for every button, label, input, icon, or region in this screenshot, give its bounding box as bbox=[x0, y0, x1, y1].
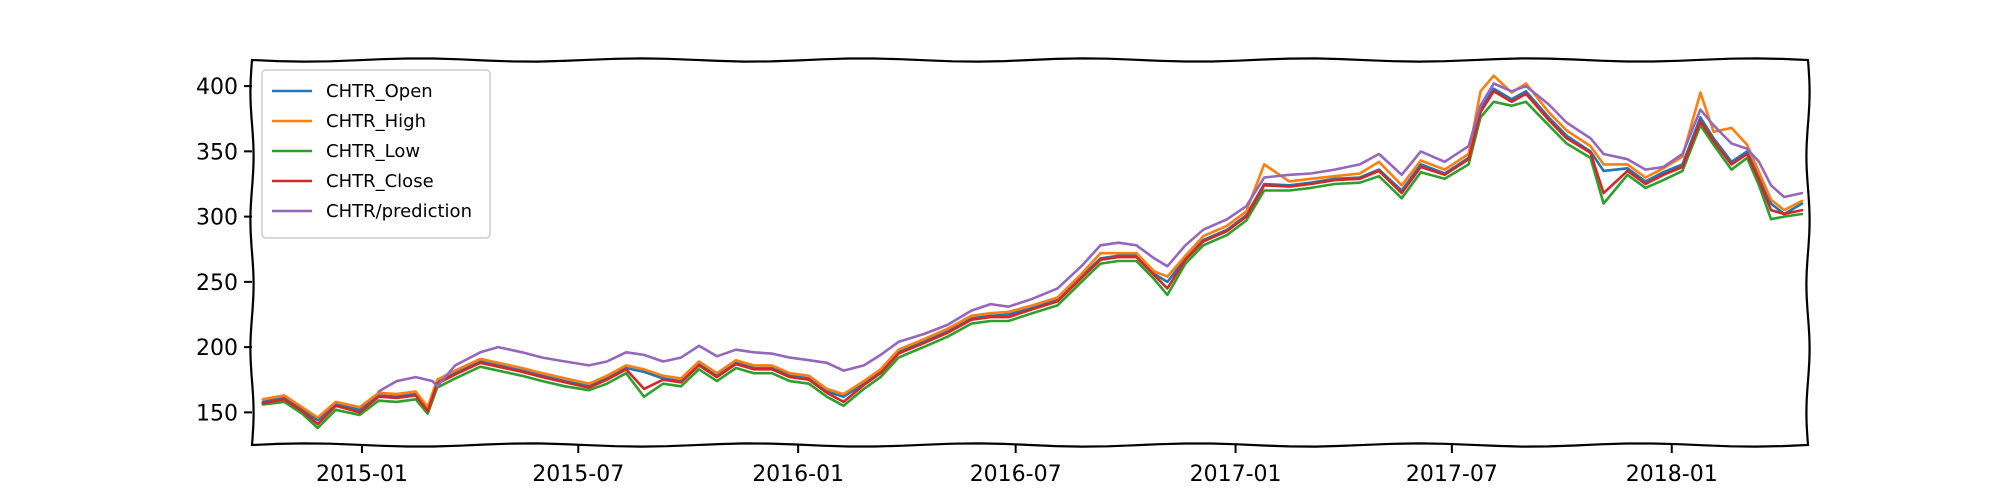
series-line-chtr-prediction bbox=[377, 82, 1804, 393]
plot-frame bbox=[249, 57, 1811, 448]
x-tick-label: 2017-01 bbox=[1190, 462, 1282, 487]
legend-label: CHTR_High bbox=[326, 111, 426, 132]
legend-entry: CHTR_Open bbox=[272, 81, 433, 102]
y-tick-label: 300 bbox=[196, 206, 238, 231]
x-tick-label: 2016-01 bbox=[752, 462, 844, 487]
series-line-chtr-close bbox=[261, 90, 1804, 426]
x-tick-label: 2016-07 bbox=[970, 462, 1062, 487]
y-tick-label: 400 bbox=[196, 75, 238, 100]
y-tick-label: 250 bbox=[196, 271, 238, 296]
x-tick-label: 2018-01 bbox=[1626, 462, 1718, 487]
legend-entry: CHTR_High bbox=[272, 111, 426, 132]
legend-entry: CHTR_Low bbox=[272, 141, 420, 162]
series-layer bbox=[261, 74, 1804, 430]
legend-items: CHTR_Open CHTR_High CHTR_Low CHTR_Close CHTR… bbox=[272, 81, 472, 222]
series-line-chtr-high bbox=[261, 74, 1804, 419]
legend-box bbox=[261, 69, 491, 239]
x-axis: 2015-01 2015-07 2016-01 2016-07 2017-01 2017-… bbox=[316, 445, 1718, 487]
legend-entry: CHTR/prediction bbox=[272, 201, 472, 222]
legend: CHTR_Open CHTR_High CHTR_Low CHTR_Close CHTR… bbox=[261, 69, 491, 239]
legend-label: CHTR/prediction bbox=[326, 201, 472, 222]
y-axis: 150 200 250 300 350 400 bbox=[196, 75, 252, 426]
legend-entry: CHTR_Close bbox=[272, 171, 434, 192]
legend-label: CHTR_Close bbox=[326, 171, 434, 192]
y-tick-label: 350 bbox=[196, 140, 238, 165]
y-tick-label: 150 bbox=[196, 401, 238, 426]
legend-label: CHTR_Low bbox=[326, 141, 420, 162]
x-tick-label: 2017-07 bbox=[1406, 462, 1498, 487]
legend-label: CHTR_Open bbox=[326, 81, 433, 102]
x-tick-label: 2015-07 bbox=[532, 462, 624, 487]
series-line-chtr-low bbox=[261, 100, 1804, 430]
y-tick-label: 200 bbox=[196, 336, 238, 361]
x-tick-label: 2015-01 bbox=[316, 462, 408, 487]
